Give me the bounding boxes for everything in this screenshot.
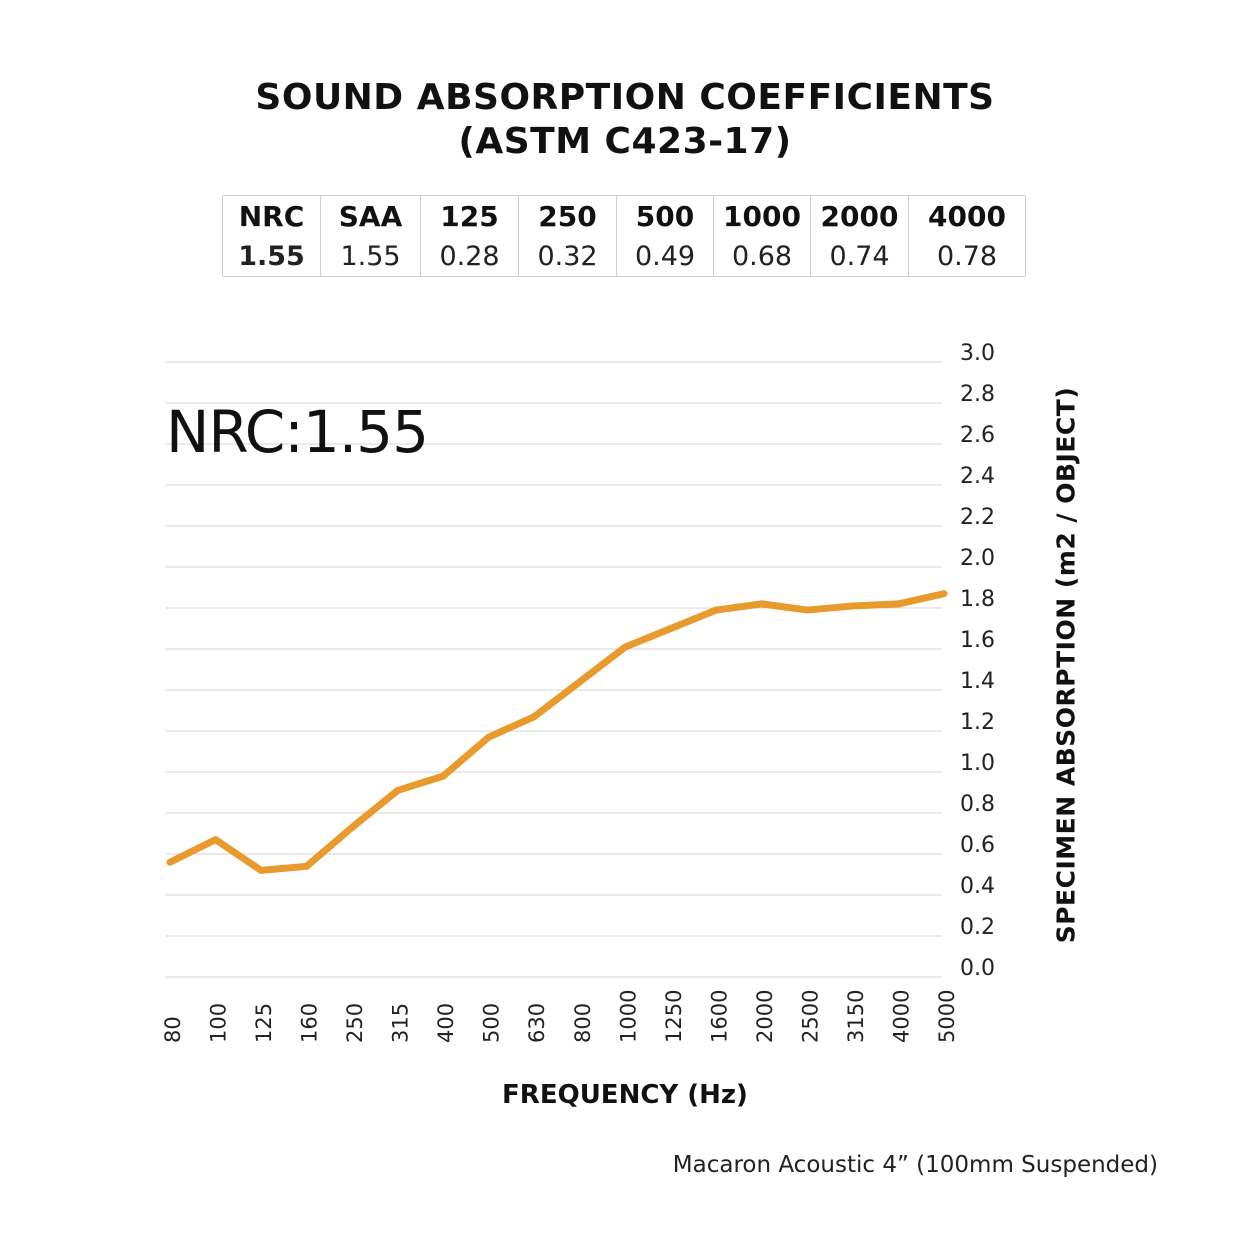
data-point [212, 836, 220, 844]
x-tick-label: 800 [571, 1003, 595, 1043]
x-axis-label: FREQUENCY (Hz) [502, 1080, 748, 1110]
y-tick-label: 2.2 [960, 505, 995, 530]
x-tick-label: 630 [525, 1003, 549, 1043]
x-tick-label: 400 [434, 1003, 458, 1043]
data-point [758, 600, 766, 608]
y-tick-label: 2.4 [960, 464, 995, 489]
product-caption: Macaron Acoustic 4” (100mm Suspended) [672, 1152, 1158, 1178]
data-point [621, 643, 629, 651]
data-point [849, 602, 857, 610]
value-2000: 0.74 [810, 236, 909, 277]
y-tick-label: 2.8 [960, 382, 995, 407]
coefficients-table: NRC SAA 125 250 500 1000 2000 4000 1.55 … [222, 195, 1026, 277]
y-tick-label: 0.0 [960, 956, 995, 981]
data-point [348, 823, 356, 831]
grid-lines [166, 361, 942, 978]
x-tick-label: 500 [480, 1003, 504, 1043]
y-axis-label: SPECIMEN ABSORPTION (m2 / OBJECT) [1051, 386, 1081, 944]
y-tick-label: 1.0 [960, 751, 995, 776]
header-500: 500 [616, 195, 714, 236]
y-tick-label: 1.8 [960, 587, 995, 612]
chart-title: SOUND ABSORPTION COEFFICIENTS [255, 77, 995, 118]
y-tick-label: 1.4 [960, 669, 995, 694]
table-header-row: NRC SAA 125 250 500 1000 2000 4000 [222, 195, 1026, 236]
data-point [576, 678, 584, 686]
data-point [257, 866, 265, 874]
y-tick-label: 2.6 [960, 423, 995, 448]
x-tick-label: 125 [252, 1003, 276, 1043]
table-value-row: 1.55 1.55 0.28 0.32 0.49 0.68 0.74 0.78 [222, 236, 1026, 277]
x-tick-label: 1000 [616, 990, 640, 1043]
x-tick-label: 1600 [707, 990, 731, 1043]
x-tick-label: 315 [389, 1003, 413, 1043]
x-tick-label: 2000 [753, 990, 777, 1043]
y-tick-label: 0.8 [960, 792, 995, 817]
data-point [530, 713, 538, 721]
x-tick-label: 3150 [844, 990, 868, 1043]
x-tick-label: 160 [298, 1003, 322, 1043]
data-point [485, 733, 493, 741]
x-tick-label: 80 [161, 1016, 185, 1043]
data-point [303, 862, 311, 870]
data-point [712, 606, 720, 614]
x-tick-label: 250 [343, 1003, 367, 1043]
x-tick-label: 100 [207, 1003, 231, 1043]
data-point [439, 772, 447, 780]
y-axis-ticks: 3.0 2.8 2.6 2.4 2.2 2.0 1.8 1.6 1.4 1.2 1.0 0.8 0.6 0… [960, 341, 995, 981]
value-saa: 1.55 [320, 236, 421, 277]
header-2000: 2000 [810, 195, 909, 236]
value-500: 0.49 [616, 236, 714, 277]
data-point [803, 606, 811, 614]
y-tick-label: 3.0 [960, 341, 995, 366]
data-point [394, 786, 402, 794]
header-4000: 4000 [908, 195, 1026, 236]
y-tick-label: 1.2 [960, 710, 995, 735]
chart-subtitle: (ASTM C423-17) [458, 121, 792, 162]
y-tick-label: 0.4 [960, 874, 995, 899]
value-125: 0.28 [420, 236, 519, 277]
value-nrc: 1.55 [222, 236, 321, 277]
header-1000: 1000 [713, 195, 811, 236]
y-tick-label: 0.2 [960, 915, 995, 940]
y-tick-label: 2.0 [960, 546, 995, 571]
x-tick-label: 4000 [889, 990, 913, 1043]
header-250: 250 [518, 195, 617, 236]
data-point [894, 600, 902, 608]
y-tick-label: 0.6 [960, 833, 995, 858]
y-tick-label: 1.6 [960, 628, 995, 653]
value-4000: 0.78 [908, 236, 1026, 277]
x-tick-label: 1250 [662, 990, 686, 1043]
x-tick-label: 5000 [935, 990, 959, 1043]
data-point [667, 625, 675, 632]
x-axis-ticks: 80 100 125 160 250 315 400 500 630 800 1000 1250 160… [161, 990, 959, 1043]
data-point [166, 858, 174, 866]
nrc-annotation: NRC:1.55 [166, 398, 429, 466]
x-tick-label: 2500 [798, 990, 822, 1043]
data-point [940, 590, 948, 598]
header-nrc: NRC [222, 195, 321, 236]
series-line [168, 590, 945, 874]
header-125: 125 [420, 195, 519, 236]
series-layer [166, 590, 948, 874]
value-1000: 0.68 [713, 236, 811, 277]
value-250: 0.32 [518, 236, 617, 277]
